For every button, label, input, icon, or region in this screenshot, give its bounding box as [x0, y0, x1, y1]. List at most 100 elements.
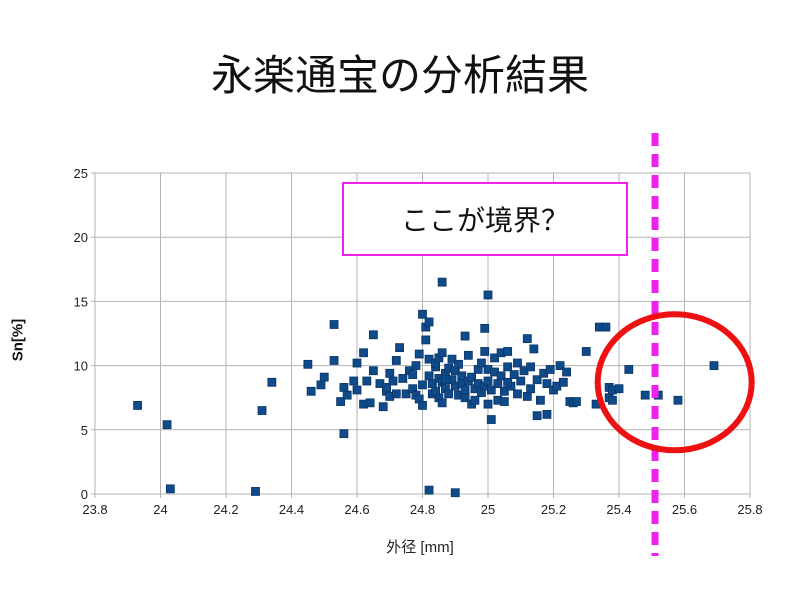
data-point: [486, 385, 496, 395]
data-point: [398, 374, 408, 383]
x-tick-label: 24.2: [213, 502, 238, 517]
x-tick-label: 25: [481, 502, 495, 517]
highlight-circle: [594, 311, 755, 454]
data-point: [339, 383, 349, 392]
data-point: [444, 389, 454, 399]
data-point: [336, 397, 346, 406]
data-point: [421, 335, 431, 345]
data-point: [545, 365, 555, 374]
data-point: [424, 317, 434, 327]
data-point: [424, 485, 434, 495]
data-point: [581, 347, 591, 356]
x-tick-label: 25.4: [606, 502, 631, 517]
data-point: [509, 370, 519, 379]
data-point: [316, 380, 326, 390]
data-point: [483, 290, 493, 300]
data-point: [483, 399, 493, 409]
data-point: [368, 366, 378, 376]
data-point: [526, 362, 535, 372]
data-point: [378, 402, 388, 412]
data-point: [418, 380, 427, 390]
data-point: [529, 344, 539, 354]
data-point: [572, 397, 581, 406]
data-point: [391, 356, 401, 365]
data-point: [418, 401, 427, 410]
data-point: [463, 350, 473, 360]
data-point: [503, 347, 513, 356]
data-point: [401, 389, 411, 399]
data-point: [306, 386, 316, 396]
data-point: [513, 358, 522, 368]
y-axis-label: Sn[%]: [9, 318, 27, 362]
data-point: [414, 349, 424, 359]
y-tick-label: 25: [74, 166, 88, 181]
data-point: [165, 484, 175, 494]
data-point: [558, 377, 568, 387]
x-tick-label: 24.6: [344, 502, 369, 517]
data-point: [709, 361, 719, 371]
data-point: [352, 358, 362, 368]
y-tick-label: 20: [74, 230, 88, 245]
data-point: [470, 395, 480, 405]
data-point: [437, 277, 447, 287]
data-point: [624, 365, 634, 374]
data-point: [385, 368, 395, 378]
boundary-callout-box: ここが境界？: [342, 182, 628, 256]
callout-text: ここが境界？: [400, 204, 569, 237]
data-point: [516, 376, 526, 386]
data-point: [532, 375, 542, 385]
data-point: [673, 395, 683, 405]
data-point: [522, 334, 532, 344]
data-point: [608, 395, 617, 405]
data-point: [450, 488, 460, 498]
data-point: [303, 359, 313, 369]
data-point: [267, 377, 277, 387]
data-point: [522, 392, 532, 401]
x-tick-label: 25.2: [541, 502, 566, 517]
data-point: [359, 348, 368, 358]
data-point: [601, 322, 611, 332]
data-point: [362, 376, 372, 386]
data-point: [395, 343, 404, 353]
data-point: [532, 411, 542, 421]
data-point: [342, 390, 352, 400]
data-point: [499, 397, 509, 406]
data-point: [441, 375, 450, 385]
data-point: [391, 389, 401, 399]
data-point: [352, 385, 362, 395]
data-point: [542, 409, 552, 419]
x-tick-label: 24.8: [410, 502, 435, 517]
data-point: [490, 353, 499, 363]
x-tick-label: 24.4: [279, 502, 304, 517]
data-point: [640, 390, 650, 400]
x-tick-label: 25.6: [672, 502, 697, 517]
data-point: [483, 376, 493, 386]
data-point: [460, 385, 470, 395]
data-point: [447, 354, 457, 364]
data-point: [162, 420, 172, 430]
data-point: [319, 372, 329, 382]
data-point: [424, 371, 434, 381]
x-axis-label: 外径 [mm]: [386, 539, 454, 556]
data-point: [437, 348, 447, 358]
slide-title: 永楽通宝の分析結果: [210, 51, 589, 100]
y-tick-label: 5: [81, 423, 88, 438]
data-point: [614, 384, 624, 394]
x-tick-label: 24: [153, 502, 167, 517]
x-tick-label: 25.8: [737, 502, 762, 517]
data-point: [513, 389, 522, 399]
data-point: [388, 376, 398, 386]
data-point: [555, 361, 565, 371]
data-point: [133, 401, 142, 410]
data-point: [437, 398, 447, 408]
data-point: [368, 330, 378, 340]
data-point: [251, 487, 260, 496]
data-point: [365, 398, 375, 408]
data-point: [503, 377, 513, 387]
data-point: [431, 386, 441, 396]
data-point: [349, 376, 359, 386]
data-point: [480, 347, 490, 356]
data-point: [457, 371, 467, 381]
data-point: [496, 371, 506, 381]
